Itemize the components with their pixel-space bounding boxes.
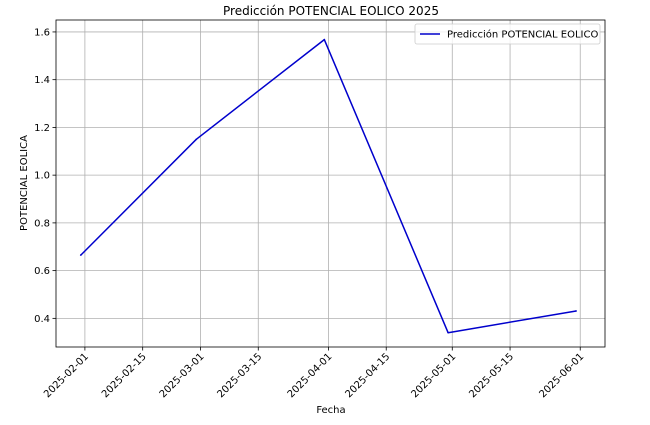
legend-box — [414, 23, 601, 45]
data-point — [79, 254, 82, 256]
x-axis: 2025-02-01 2025-02-15 2025-03-01 2025-03-15… — [42, 347, 586, 400]
y-tick-label: 1.6 — [34, 27, 50, 38]
x-tick-label: 2025-03-01 — [158, 351, 207, 400]
y-tick-label: 0.4 — [34, 314, 50, 325]
chart-title: Predicción POTENCIAL EOLICO 2025 — [223, 4, 439, 18]
y-tick-label: 1.2 — [34, 123, 50, 134]
y-tick-label: 0.6 — [34, 266, 50, 277]
legend: Predicción POTENCIAL EOLICO — [414, 23, 601, 45]
x-tick-label: 2025-02-01 — [42, 351, 91, 400]
x-tick-label: 2025-02-15 — [100, 351, 149, 400]
plot-area-frame — [55, 19, 606, 348]
data-point — [195, 138, 198, 141]
data-point — [323, 38, 326, 41]
y-axis-title: POTENCIAL EOLICA — [19, 135, 30, 231]
x-tick-label: 2025-04-15 — [343, 351, 392, 400]
x-tick-label: 2025-04-01 — [286, 351, 335, 400]
x-axis-title: Fecha — [316, 405, 345, 416]
x-tick-label: 2025-06-01 — [537, 351, 586, 400]
series-layer — [79, 38, 577, 334]
data-point — [575, 310, 577, 312]
y-tick-label: 0.8 — [34, 218, 50, 229]
data-point — [447, 331, 449, 334]
x-tick-label: 2025-05-01 — [410, 351, 459, 400]
y-axis: 0.4 0.6 0.8 1.0 1.2 1.4 1.6 — [34, 27, 56, 325]
legend-label: Predicción POTENCIAL EOLICO — [447, 29, 598, 41]
grid-lines — [56, 20, 605, 347]
x-tick-label: 2025-05-15 — [467, 351, 516, 400]
y-tick-label: 1.0 — [34, 171, 50, 182]
x-tick-label: 2025-03-15 — [216, 351, 265, 400]
y-tick-label: 1.4 — [34, 75, 50, 86]
